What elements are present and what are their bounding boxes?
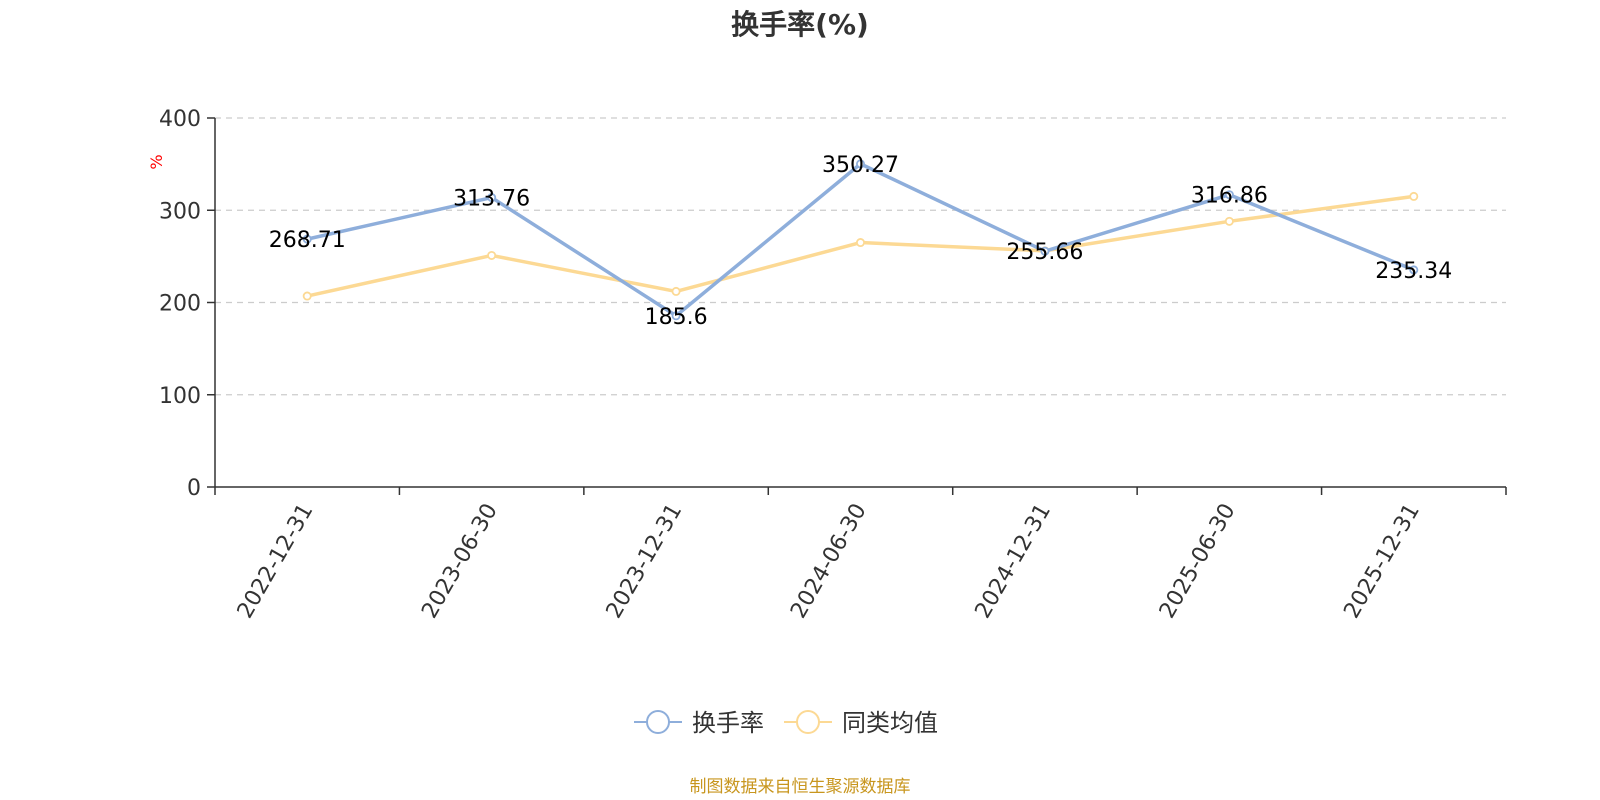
- y-axis-unit-label: %: [147, 154, 166, 169]
- axes: 0 100 200 300 400 2022-12-31 2023-06-30 2023-12…: [159, 107, 1507, 623]
- series-0-point: [302, 234, 312, 244]
- data-label: 350.27: [822, 153, 899, 178]
- data-source-note: 制图数据来自恒生聚源数据库: [690, 777, 911, 797]
- legend[interactable]: 换手率 同类均值: [634, 709, 938, 737]
- data-label: 235.34: [1375, 259, 1452, 284]
- y-tick-label: 400: [159, 107, 201, 132]
- x-tick-label: 2024-06-30: [786, 500, 872, 623]
- data-labels: 268.71 313.76 185.6 350.27 255.66 316.86 235.3…: [269, 153, 1453, 330]
- series-1-point: [1409, 191, 1419, 201]
- y-tick-label: 200: [159, 292, 201, 317]
- y-tick-label: 0: [187, 476, 201, 501]
- series-0-point: [1224, 190, 1234, 200]
- series-1-point: [487, 250, 497, 260]
- data-label: 185.6: [645, 305, 708, 330]
- legend-marker: [796, 710, 820, 734]
- legend-item-1[interactable]: 同类均值: [784, 709, 938, 737]
- y-tick-label: 300: [159, 199, 201, 224]
- data-label: 313.76: [453, 187, 530, 212]
- x-tick-label: 2024-12-31: [971, 500, 1057, 623]
- x-tick-label: 2023-06-30: [417, 499, 503, 622]
- series-0-point: [856, 159, 866, 169]
- chart-title: 换手率(%): [731, 8, 869, 41]
- x-tick-label: 2023-12-31: [602, 500, 688, 623]
- series-1-point: [856, 238, 866, 248]
- series-1-point: [302, 291, 312, 301]
- x-tick-label: 2025-06-30: [1155, 500, 1241, 623]
- legend-label: 同类均值: [842, 709, 938, 737]
- series-0-point: [671, 311, 681, 321]
- legend-marker: [646, 710, 670, 734]
- series-lines: [302, 159, 1419, 321]
- legend-label: 换手率: [692, 709, 764, 737]
- data-label: 255.66: [1006, 240, 1083, 265]
- series-0-point: [1409, 265, 1419, 275]
- data-label: 316.86: [1191, 184, 1268, 209]
- series-0-point: [1040, 246, 1050, 256]
- series-1-point: [1224, 216, 1234, 226]
- x-tick-label: 2022-12-31: [233, 500, 319, 623]
- y-tick-label: 100: [159, 384, 201, 409]
- legend-item-0[interactable]: 换手率: [634, 709, 764, 737]
- x-tick-label: 2025-12-31: [1339, 500, 1425, 623]
- series-0-point: [487, 193, 497, 203]
- series-1-point: [671, 286, 681, 296]
- data-label: 268.71: [269, 228, 346, 253]
